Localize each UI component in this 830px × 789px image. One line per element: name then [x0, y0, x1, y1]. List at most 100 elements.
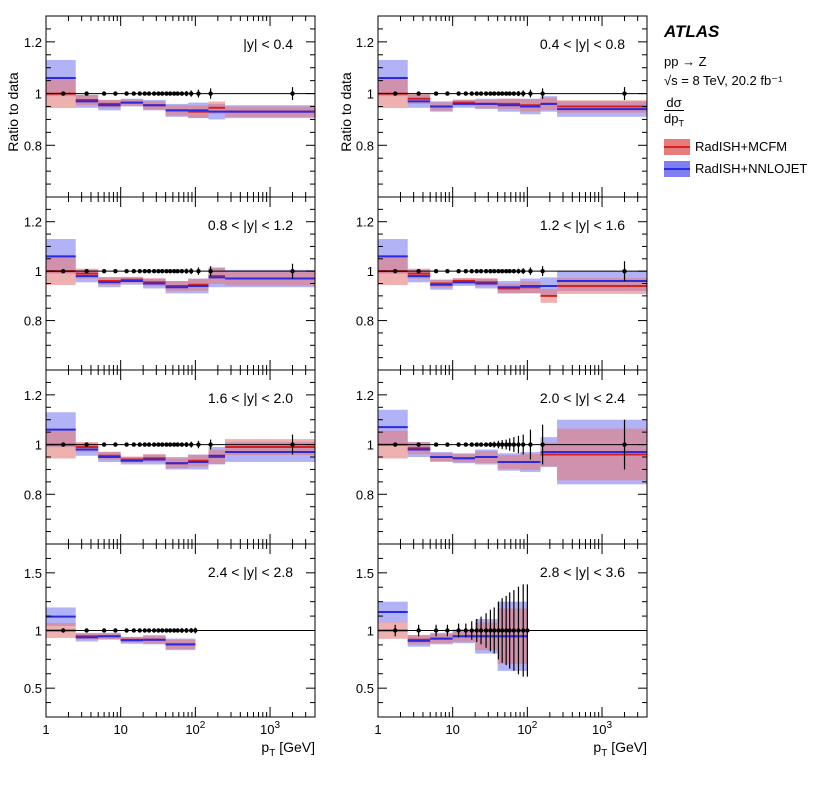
panel-title: 2.8 < |y| < 3.6	[540, 564, 625, 580]
panel-0: 0.8 1 1.2 |y| < 0.4	[24, 15, 316, 198]
y-tick-label: 0.8	[356, 314, 374, 329]
data-point	[113, 91, 118, 96]
panel-6: 0.5 1 1.5 1 10 102 103 2.4 < |y| < 2.8	[24, 543, 316, 737]
data-point	[160, 442, 165, 447]
data-point	[101, 91, 107, 96]
panel-plot-area	[378, 409, 647, 485]
y-tick-label: 1	[35, 87, 42, 102]
data-point	[131, 442, 137, 447]
data-point	[445, 628, 450, 633]
y-tick-label: 0.8	[24, 487, 42, 502]
data-point	[499, 628, 505, 633]
y-tick-label: 1.2	[24, 215, 42, 230]
data-point	[528, 91, 533, 96]
data-point	[499, 91, 505, 96]
data-point	[469, 628, 474, 633]
data-point	[160, 628, 165, 633]
y-tick-label: 0.8	[356, 487, 374, 502]
data-point	[488, 442, 493, 447]
data-point	[445, 268, 450, 274]
panel-7: 0.5 1 1.5 1 10 102 103 2.8 < |y| < 3.6	[356, 543, 648, 737]
x-axis-title-left: pT [GeV]	[261, 739, 315, 759]
data-point	[184, 628, 189, 633]
data-point	[160, 268, 165, 274]
data-point	[488, 268, 493, 274]
x-tick-label: 102	[517, 720, 537, 737]
data-point	[184, 91, 189, 96]
x-axis-title-right: pT [GeV]	[593, 739, 647, 759]
data-point	[478, 268, 484, 274]
y-tick-label: 1.2	[24, 388, 42, 403]
data-point	[171, 268, 177, 274]
data-point	[511, 442, 517, 447]
data-point	[151, 442, 157, 447]
data-point	[463, 628, 469, 633]
data-point	[445, 442, 450, 447]
data-point	[167, 91, 173, 96]
data-point	[416, 268, 421, 274]
data-point	[503, 442, 509, 447]
data-point	[208, 91, 213, 96]
y-tick-label: 1.2	[356, 35, 374, 50]
y-tick-label: 1	[367, 87, 374, 102]
panel-2: 0.8 1 1.2 0.8 < |y| < 1.2	[24, 196, 316, 371]
data-point	[503, 628, 509, 633]
panel-title: |y| < 0.4	[243, 36, 293, 52]
panel-title: 1.6 < |y| < 2.0	[208, 390, 293, 406]
y-tick-label: 1.2	[24, 35, 42, 50]
y-tick-label: 1	[367, 438, 374, 453]
data-point	[189, 442, 194, 447]
data-point	[516, 442, 521, 447]
data-point	[156, 91, 161, 96]
y-tick-label: 0.8	[24, 138, 42, 153]
y-axis-label-top-right: Ratio to data	[338, 72, 354, 152]
data-point	[478, 91, 484, 96]
data-point	[511, 268, 517, 274]
process-label: pp → Z	[664, 54, 707, 69]
data-point	[101, 628, 107, 633]
observable-numerator: dσ	[664, 95, 684, 111]
nnlojet-swatch	[664, 160, 690, 177]
data-point	[160, 91, 165, 96]
data-point	[142, 442, 147, 447]
data-point	[61, 442, 66, 447]
svg-text:pT [GeV]: pT [GeV]	[261, 739, 315, 759]
panel-plot-area	[378, 239, 647, 303]
data-point	[499, 442, 505, 447]
data-point	[393, 442, 398, 447]
data-point	[503, 91, 509, 96]
data-point	[516, 628, 521, 633]
legend-entry-mcfm: RadISH+MCFM	[664, 138, 830, 155]
data-point	[528, 442, 533, 447]
data-point	[113, 628, 118, 633]
y-tick-label: 1	[367, 264, 374, 279]
data-point	[483, 628, 489, 633]
x-tick-label: 10	[445, 722, 459, 737]
data-point	[131, 628, 137, 633]
x-tick-label: 10	[113, 722, 127, 737]
panel-3: 0.8 1 1.2 1.2 < |y| < 1.6	[356, 196, 648, 371]
data-point	[137, 442, 142, 447]
data-point	[196, 268, 201, 274]
data-point	[189, 268, 194, 274]
data-point	[196, 442, 201, 447]
data-point	[496, 91, 501, 96]
data-point	[131, 91, 137, 96]
data-point	[124, 628, 129, 633]
data-point	[463, 91, 469, 96]
data-point	[61, 268, 66, 274]
x-tick-label: 1	[374, 722, 381, 737]
data-point	[469, 268, 474, 274]
legend-entry-nnlojet: RadISH+NNLOJET	[664, 160, 830, 177]
data-point	[525, 628, 530, 633]
data-point	[164, 442, 169, 447]
observable-denominator-text: dp	[664, 111, 679, 126]
data-point	[416, 628, 421, 633]
data-point	[156, 628, 161, 633]
data-point	[496, 442, 501, 447]
data-point	[521, 628, 526, 633]
energy-label: √s = 8 TeV, 20.2 fb⁻¹	[664, 73, 783, 88]
data-point	[61, 628, 66, 633]
data-point	[507, 442, 512, 447]
data-point	[622, 268, 627, 274]
